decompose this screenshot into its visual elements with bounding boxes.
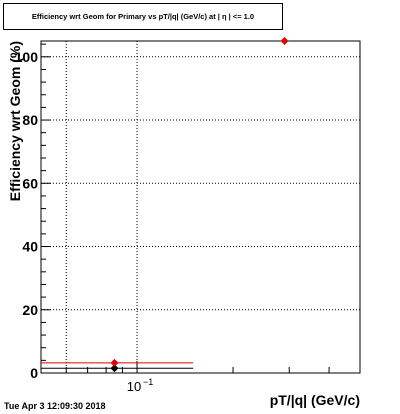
y-tick-label: 80 xyxy=(22,112,38,128)
plot-frame xyxy=(40,40,361,374)
x-axis-title: pT/|q| (GeV/c) xyxy=(270,392,360,408)
y-tick-label: 60 xyxy=(22,175,38,191)
y-axis-title: Efficiency wrt Geom (%) xyxy=(7,41,23,201)
series-1-point xyxy=(280,37,289,45)
timestamp: Tue Apr 3 12:09:30 2018 xyxy=(4,401,106,411)
y-tick-label: 0 xyxy=(30,365,38,381)
series-1-point xyxy=(110,358,119,367)
y-tick-label: 100 xyxy=(15,49,39,65)
chart-title-box: Efficiency wrt Geom for Primary vs pT/|q… xyxy=(3,3,283,30)
x-tick-label: 10 xyxy=(127,379,141,394)
y-tick-label: 40 xyxy=(22,239,38,255)
series-0-point xyxy=(110,364,119,373)
y-tick-label: 20 xyxy=(22,302,38,318)
x-tick-label-exponent: −1 xyxy=(143,377,153,387)
chart-title: Efficiency wrt Geom for Primary vs pT/|q… xyxy=(31,12,255,21)
